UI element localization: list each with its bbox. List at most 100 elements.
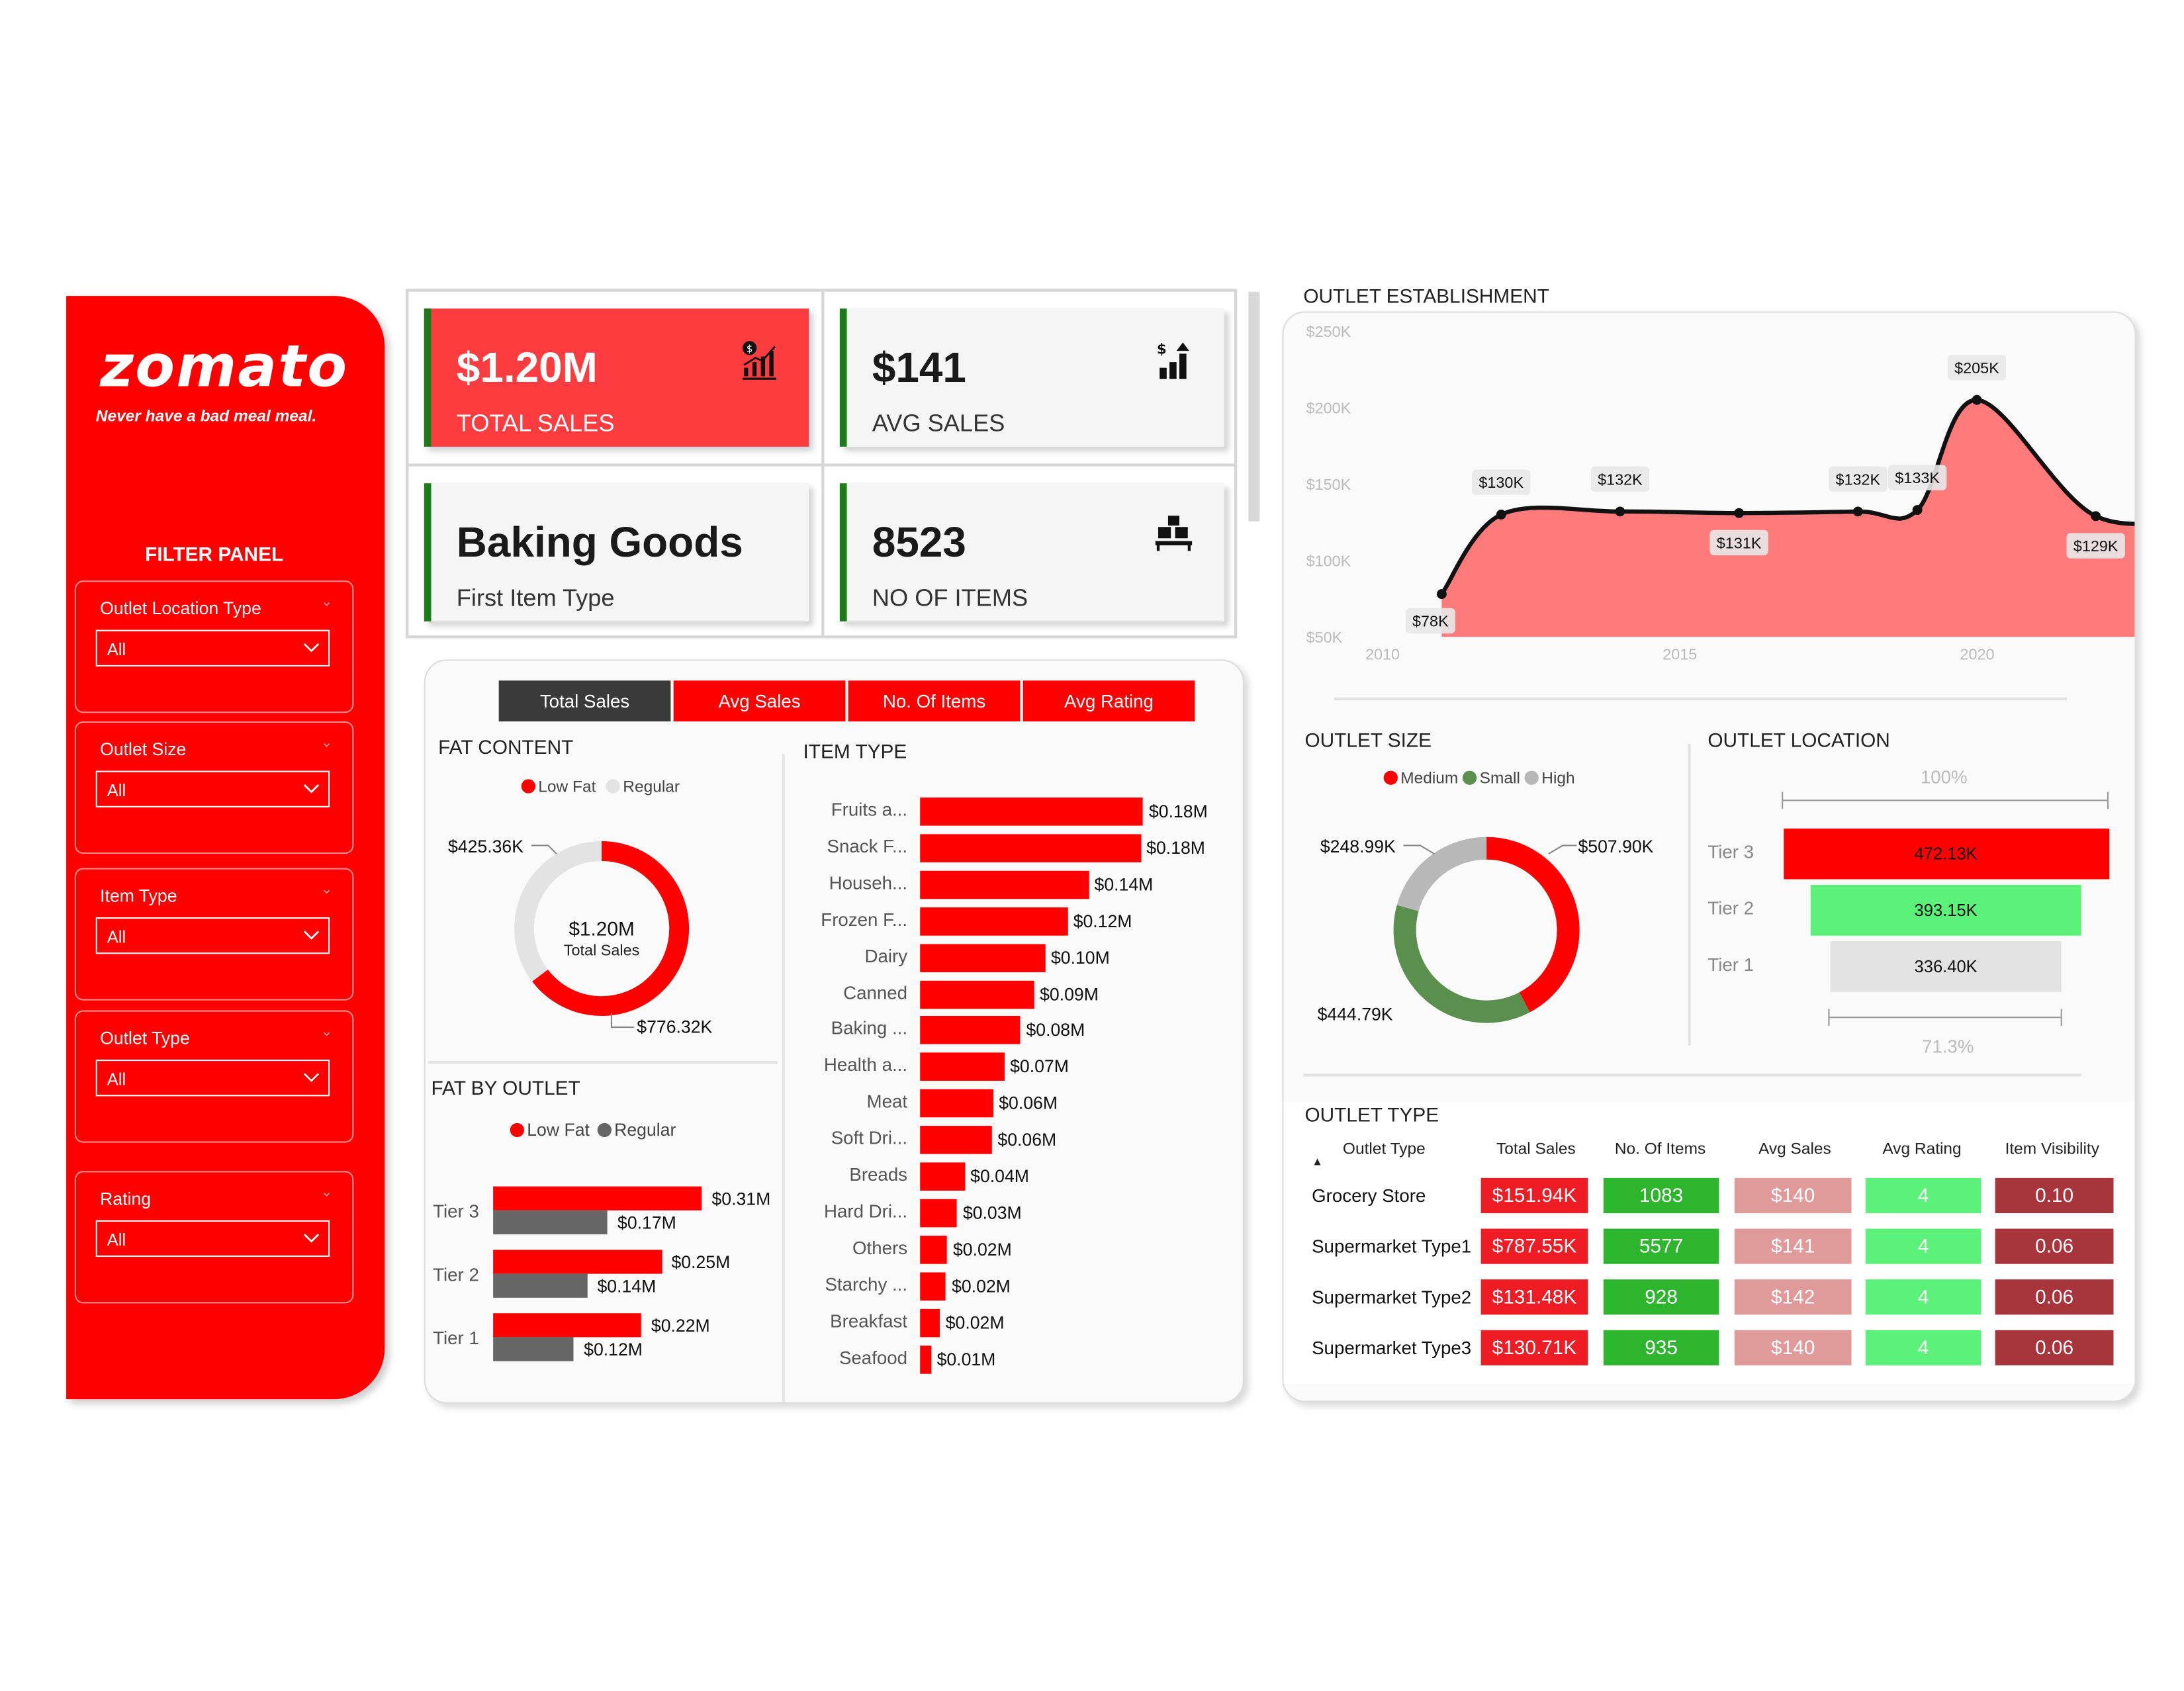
svg-text:$78K: $78K xyxy=(1412,613,1449,630)
filter-collapse-icon[interactable]: ⌄ xyxy=(320,1185,333,1201)
table-header-outlet-type[interactable]: Outlet Type xyxy=(1342,1141,1426,1159)
legend-swatch xyxy=(1463,770,1477,785)
outlet-size-legend: Medium Small High xyxy=(1383,770,1575,788)
filter-collapse-icon[interactable]: ⌄ xyxy=(320,594,333,610)
outlet-location-dropdown[interactable]: All xyxy=(95,629,330,667)
bar-regular[interactable] xyxy=(493,1210,608,1235)
bar-low-fat[interactable] xyxy=(493,1186,702,1211)
sort-ascending-icon[interactable]: ▲ xyxy=(1312,1155,1323,1168)
cell-outlet-type: Supermarket Type2 xyxy=(1312,1286,1472,1308)
table-header-item-visibility[interactable]: Item Visibility xyxy=(2005,1141,2099,1159)
svg-text:$: $ xyxy=(747,343,752,355)
donut-slice-high[interactable] xyxy=(1393,837,1580,1023)
outlet-establishment-chart: $50K $100K $150K $200K $250K 2010 2015 2020 $78K… xyxy=(1306,323,2135,663)
table-header-no-of-items[interactable]: No. Of Items xyxy=(1614,1141,1706,1159)
filter-collapse-icon[interactable]: ⌄ xyxy=(320,882,333,898)
svg-text:$: $ xyxy=(1157,341,1167,357)
bar-value-label: $0.06M xyxy=(999,1093,1058,1114)
item-type-bar[interactable] xyxy=(920,1271,946,1301)
data-point[interactable] xyxy=(2091,511,2101,522)
bar-value-label: $0.18M xyxy=(1148,801,1208,822)
data-label: $132K xyxy=(1590,466,1650,492)
tab-avg-rating[interactable]: Avg Rating xyxy=(1023,680,1195,722)
tab-avg-sales[interactable]: Avg Sales xyxy=(673,680,846,722)
leader-line xyxy=(1403,845,1435,855)
bar-regular[interactable] xyxy=(493,1273,588,1298)
cell-no-of-items: 935 xyxy=(1603,1330,1719,1366)
funnel-bar[interactable] xyxy=(1829,941,2062,992)
dollar-growth-icon: $ xyxy=(1157,341,1189,379)
funnel-value-label: 393.15K xyxy=(1914,900,1978,921)
item-type-bar[interactable] xyxy=(920,980,1034,1009)
filter-label: Outlet Location Type xyxy=(100,598,261,619)
item-type-bar[interactable] xyxy=(920,943,1046,972)
cell-no-of-items: 5577 xyxy=(1603,1228,1719,1264)
table-header-total-sales[interactable]: Total Sales xyxy=(1496,1141,1576,1159)
data-point[interactable] xyxy=(1912,505,1923,516)
medium-value-label: $507.90K xyxy=(1578,837,1654,857)
item-type-bar[interactable] xyxy=(920,907,1068,935)
data-point[interactable] xyxy=(1436,589,1447,600)
funnel-bar[interactable] xyxy=(1783,828,2109,880)
legend-label: Regular xyxy=(623,779,680,796)
item-type-bar[interactable] xyxy=(920,798,1144,826)
x-tick-label: 2015 xyxy=(1662,645,1697,663)
data-point[interactable] xyxy=(1734,508,1745,518)
bar-value-label: $0.02M xyxy=(952,1240,1012,1259)
legend-label: Regular xyxy=(614,1120,676,1140)
kpi-label: TOTAL SALES xyxy=(456,410,615,437)
filter-collapse-icon[interactable]: ⌄ xyxy=(320,1024,333,1040)
item-type-bar[interactable] xyxy=(920,834,1141,862)
data-point[interactable] xyxy=(1852,506,1863,517)
tab-no-of-items[interactable]: No. Of Items xyxy=(848,680,1021,722)
filter-outlet-size: Outlet Size ⌄ All xyxy=(74,721,354,854)
table-header-avg-rating[interactable]: Avg Rating xyxy=(1882,1141,1962,1159)
outlet-size-dropdown[interactable]: All xyxy=(95,770,330,807)
bar-low-fat[interactable] xyxy=(493,1250,662,1274)
item-type-bar[interactable] xyxy=(920,1126,992,1154)
legend-label: Low Fat xyxy=(538,779,596,796)
item-type-bar[interactable] xyxy=(920,1016,1021,1045)
item-type-label: Breads xyxy=(849,1164,908,1185)
donut-slice-small[interactable] xyxy=(1393,837,1580,1023)
svg-text:$131K: $131K xyxy=(1717,534,1762,551)
funnel-bar[interactable] xyxy=(1810,885,2081,936)
data-label: $129K xyxy=(2066,533,2125,559)
table-header-avg-sales[interactable]: Avg Sales xyxy=(1758,1141,1831,1159)
tab-total-sales[interactable]: Total Sales xyxy=(498,680,671,722)
item-type-bar[interactable] xyxy=(920,1089,993,1118)
funnel-top-percent: 100% xyxy=(1920,766,1968,788)
kpi-value: Baking Goods xyxy=(456,520,743,567)
item-type-bar[interactable] xyxy=(920,1162,965,1191)
fat-by-outlet-title: FAT BY OUTLET xyxy=(431,1076,580,1099)
item-type-bar[interactable] xyxy=(920,1308,940,1337)
fat-content-donut xyxy=(514,841,690,1017)
cell-avg-rating: 4 xyxy=(1865,1228,1981,1264)
cell-avg-rating: 4 xyxy=(1865,1330,1981,1366)
scrollbar[interactable] xyxy=(1248,291,1260,522)
bar-regular[interactable] xyxy=(493,1337,574,1361)
kpi-first-item-type: Baking Goods First Item Type xyxy=(424,483,809,621)
data-point[interactable] xyxy=(1972,394,1982,405)
outlet-type-dropdown[interactable]: All xyxy=(95,1060,330,1097)
data-point[interactable] xyxy=(1615,506,1625,517)
bar-value-label: $0.31M xyxy=(711,1189,771,1209)
cell-no-of-items: 928 xyxy=(1603,1279,1719,1315)
item-type-dropdown[interactable]: All xyxy=(95,917,330,954)
bar-low-fat[interactable] xyxy=(493,1313,642,1338)
kpi-value: $141 xyxy=(872,345,966,392)
funnel-tier-label: Tier 2 xyxy=(1707,897,1754,919)
y-tick-label: $50K xyxy=(1306,629,1343,646)
item-type-bar[interactable] xyxy=(920,1052,1005,1081)
item-type-bar[interactable] xyxy=(920,1345,932,1373)
rating-dropdown[interactable]: All xyxy=(95,1220,330,1257)
item-type-bar[interactable] xyxy=(920,1235,948,1264)
funnel-bottom-percent: 71.3% xyxy=(1921,1035,1974,1057)
item-type-bar[interactable] xyxy=(920,870,1089,899)
cell-avg-rating: 4 xyxy=(1865,1177,1981,1214)
filter-collapse-icon[interactable]: ⌄ xyxy=(320,735,333,751)
data-point[interactable] xyxy=(1496,510,1506,520)
item-type-bar[interactable] xyxy=(920,1199,958,1228)
svg-text:$132K: $132K xyxy=(1835,471,1880,488)
legend-label: High xyxy=(1541,770,1575,788)
